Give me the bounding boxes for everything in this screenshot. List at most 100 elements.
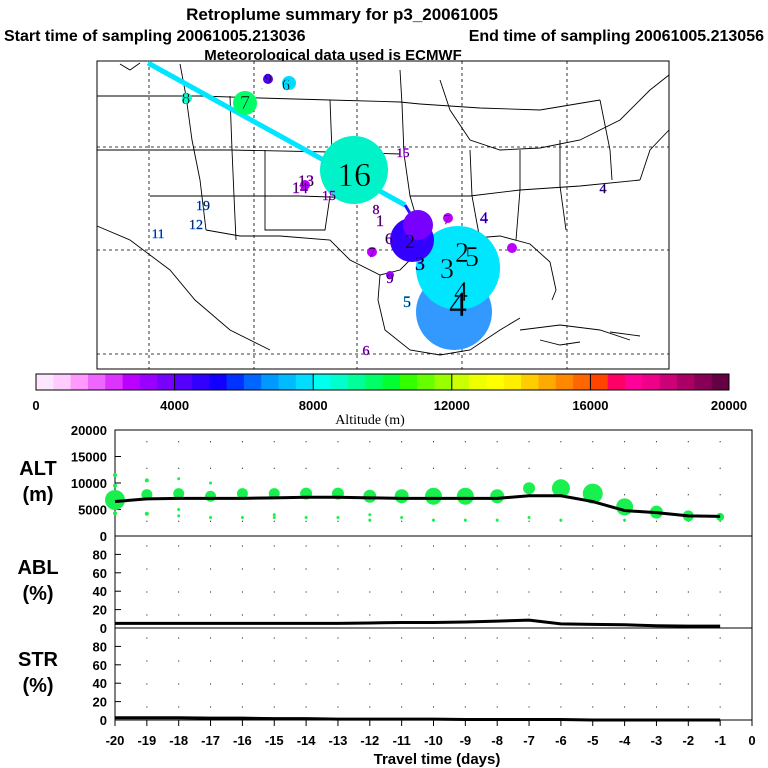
colorbar-cell [607, 374, 626, 390]
scatter-point [363, 489, 377, 503]
colorbar-tick-label: 16000 [572, 398, 608, 413]
colorbar-cell [469, 374, 487, 390]
colorbar-cell [555, 374, 574, 390]
colorbar-cell [157, 374, 176, 390]
end-time-label: End time of sampling 20061005.213056 [469, 28, 764, 45]
y-tick-label: 20 [93, 603, 107, 618]
colorbar-cell [434, 374, 453, 390]
figure-title: Retroplume summary for p3_20061005 [186, 5, 498, 24]
plume-day-label: 14 [292, 180, 308, 197]
scatter-point [177, 508, 181, 511]
y-tick-label: 40 [93, 584, 107, 599]
colorbar-cell [191, 374, 210, 390]
scatter-point [177, 477, 181, 481]
met-data-label: Meteorological data used is ECMWF [204, 47, 462, 64]
cluster-circle [182, 93, 192, 103]
colorbar-cell [139, 374, 158, 390]
str-line [115, 716, 721, 722]
x-tick-label: -17 [201, 733, 220, 748]
scatter-point [551, 479, 570, 498]
scatter-point [113, 511, 117, 516]
plume-day-label: 7 [240, 92, 250, 114]
y-tick-label: 20000 [71, 423, 107, 438]
scatter-point [113, 483, 117, 488]
map-graticule [97, 61, 669, 369]
plume-day-label: 4 [480, 210, 488, 227]
y-tick-label: 60 [93, 658, 107, 673]
scatter-point [463, 518, 467, 522]
colorbar-cell [36, 374, 54, 390]
x-tick-label: -5 [587, 733, 599, 748]
x-tick-label: 0 [748, 733, 755, 748]
plume-day-label: 12 [189, 218, 203, 233]
x-tick-label: -4 [619, 733, 631, 748]
x-tick-label: -19 [137, 733, 156, 748]
scatter-point [523, 482, 536, 495]
colorbar-cell [278, 374, 297, 390]
x-tick-label: -14 [297, 733, 317, 748]
colorbar-cell [53, 374, 72, 390]
y-axis-label: STR [18, 649, 59, 671]
mean-altitude-line [114, 494, 721, 518]
panel-frame [114, 627, 753, 721]
scatter-point [144, 511, 149, 516]
y-tick-label: 15000 [71, 450, 107, 465]
y-axis-label: ALT [19, 458, 56, 480]
x-tick-label: -18 [169, 733, 188, 748]
abl-line [115, 618, 721, 628]
x-tick-label: -9 [460, 733, 472, 748]
plume-day-label: 16 [337, 157, 371, 194]
colorbar-cell [243, 374, 262, 390]
colorbar-cell [711, 374, 730, 390]
colorbar-cell [174, 374, 193, 390]
colorbar-cell [677, 374, 695, 390]
colorbar-cell [226, 374, 245, 390]
plume-day-label: 6 [385, 231, 393, 248]
scatter-point [304, 515, 308, 519]
colorbar-cell [87, 374, 106, 390]
colorbar-cell [642, 374, 661, 390]
x-tick-label: -10 [424, 733, 443, 748]
colorbar-tick-label: 12000 [434, 398, 470, 413]
colorbar-cell [313, 374, 332, 390]
plume-day-label: 3 [440, 254, 454, 285]
scatter-point [495, 518, 499, 522]
cluster-circle [403, 210, 433, 240]
colorbar-cell [659, 374, 678, 390]
cluster-circle [386, 271, 394, 279]
plume-day-label: 2 [455, 238, 469, 269]
colorbar-cell [417, 374, 435, 390]
cluster-circle [367, 247, 377, 257]
cluster-circle [300, 180, 310, 190]
x-tick-label: -8 [491, 733, 503, 748]
colorbar-cell [399, 374, 418, 390]
scatter-point [205, 490, 217, 502]
cluster-circle [282, 76, 296, 90]
scatter-point [582, 483, 603, 504]
x-tick-label: -2 [683, 733, 695, 748]
cluster-circle [443, 213, 453, 223]
y-axis-label: ABL [17, 557, 58, 579]
plume-day-label: 8 [373, 203, 380, 218]
scatter-point [368, 513, 372, 517]
scatter-point [240, 515, 244, 519]
colorbar-cell [694, 374, 713, 390]
colorbar-cell [122, 374, 141, 390]
x-tick-label: -20 [106, 733, 125, 748]
y-tick-label: 80 [93, 639, 107, 654]
cluster-circle [416, 226, 500, 310]
plume-day-label: 15 [397, 145, 410, 160]
plume-day-label: 8 [182, 89, 191, 108]
scatter-point [336, 515, 340, 519]
cluster-circle [320, 136, 388, 204]
plume-day-label: 7 [369, 246, 376, 261]
colorbar-cell [209, 374, 228, 390]
cluster-circle [233, 91, 257, 115]
colorbar-cell [521, 374, 539, 390]
panel-frame [114, 535, 753, 629]
x-tick-label: -15 [265, 733, 284, 748]
y-axis-label: (%) [22, 583, 53, 605]
colorbar-cell [451, 374, 470, 390]
y-tick-label: 0 [100, 529, 107, 544]
